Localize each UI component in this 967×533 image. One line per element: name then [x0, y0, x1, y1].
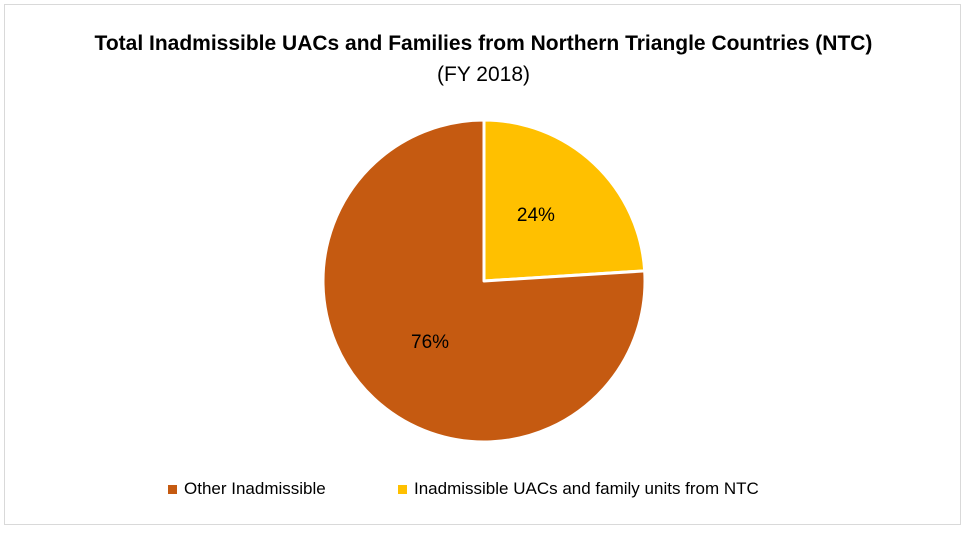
pie-data-labels: 24% 76% [411, 205, 555, 353]
chart-title-year: (FY 2018) [437, 63, 530, 86]
chart-title: Total Inadmissible UACs and Families fro… [0, 28, 967, 90]
legend-item-other-inadmissible: Other Inadmissible [168, 479, 326, 499]
pie-slices [321, 118, 647, 444]
legend-item-uacs-ntc: Inadmissible UACs and family units from … [398, 479, 759, 499]
legend-label-other-inadmissible: Other Inadmissible [184, 479, 326, 498]
data-label-inadmissible-uacs-and-family-units-from-ntc: 24% [517, 205, 555, 226]
chart-legend: Other Inadmissible Inadmissible UACs and… [0, 479, 967, 503]
data-label-other-inadmissible: 76% [411, 332, 449, 353]
legend-swatch-uacs-ntc [398, 484, 407, 494]
chart-title-main: Total Inadmissible UACs and Families fro… [94, 32, 873, 55]
legend-swatch-other-inadmissible [168, 484, 177, 494]
pie-slice-other-inadmissible [321, 118, 647, 444]
pie-slice-inadmissible-uacs-and-family-units-from-ntc [482, 118, 647, 283]
legend-label-uacs-ntc: Inadmissible UACs and family units from … [414, 479, 759, 498]
